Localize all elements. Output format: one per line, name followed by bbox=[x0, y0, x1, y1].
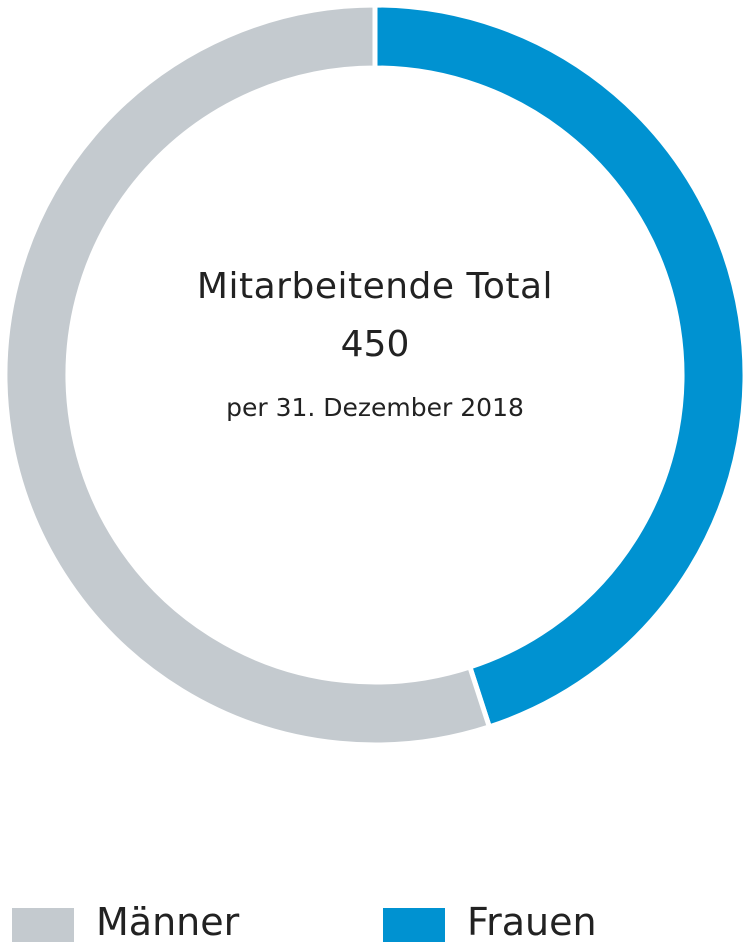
chart-center-title: Mitarbeitende Total bbox=[196, 266, 554, 307]
legend-swatch-frauen bbox=[383, 908, 445, 942]
donut-chart bbox=[2, 2, 748, 748]
chart-center-total: 450 bbox=[340, 324, 410, 365]
chart-center-subtitle: per 31. Dezember 2018 bbox=[226, 393, 524, 422]
donut-slice-mnner bbox=[2, 2, 493, 748]
legend-swatch-maenner bbox=[12, 908, 74, 942]
legend-label-maenner: Männer bbox=[96, 900, 240, 944]
chart-legend: Männer Frauen bbox=[0, 900, 750, 943]
donut-slice-frauen bbox=[372, 2, 748, 731]
legend-label-frauen: Frauen bbox=[467, 900, 597, 944]
